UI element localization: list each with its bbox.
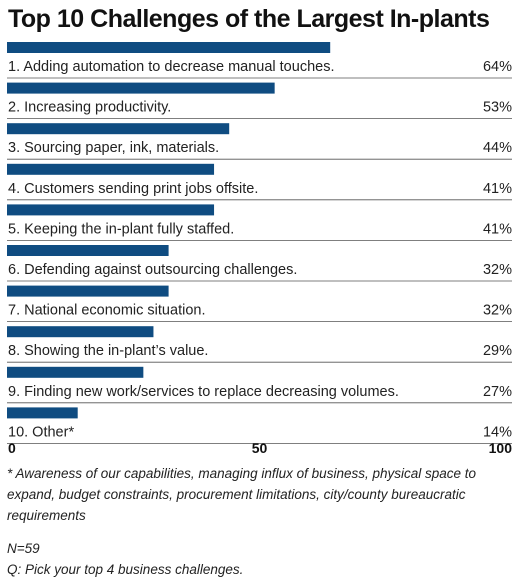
bar (7, 123, 230, 135)
category-label: 4. Customers sending print jobs offsite. (8, 181, 258, 197)
bar (7, 245, 169, 256)
category-label: 7. National economic situation. (8, 303, 205, 319)
bar (7, 366, 144, 378)
survey-question: Q: Pick your top 4 business challenges. (7, 562, 244, 577)
x-tick-label: 100 (489, 440, 513, 456)
category-label: 6. Defending against outsourcing challen… (8, 262, 297, 278)
category-label: 3. Sourcing paper, ink, materials. (8, 140, 219, 156)
category-label: 2. Increasing productivity. (8, 100, 171, 116)
category-label: 1. Adding automation to decrease manual … (8, 59, 334, 75)
value-label: 44% (483, 140, 512, 156)
value-label: 29% (483, 343, 512, 359)
value-label: 64% (483, 59, 512, 75)
chart-title: Top 10 Challenges of the Largest In-plan… (8, 5, 490, 33)
bar (7, 82, 275, 94)
value-label: 32% (483, 262, 512, 278)
bar (7, 326, 154, 338)
category-label: 10. Other* (8, 424, 74, 440)
value-label: 27% (483, 384, 512, 400)
x-tick-label: 0 (8, 440, 16, 456)
footnote: * Awareness of our capabilities, managin… (7, 466, 477, 523)
value-label: 53% (483, 100, 512, 116)
value-label: 32% (483, 303, 512, 319)
value-label: 14% (483, 424, 512, 440)
category-label: 5. Keeping the in-plant fully staffed. (8, 221, 234, 237)
bar (7, 285, 169, 297)
bar (7, 407, 78, 419)
value-label: 41% (483, 181, 512, 197)
x-tick-label: 50 (252, 440, 268, 456)
bar (7, 204, 215, 216)
category-label: 8. Showing the in-plant’s value. (8, 343, 208, 359)
bar (7, 163, 215, 175)
category-label: 9. Finding new work/services to replace … (8, 384, 399, 400)
bar-chart: 1. Adding automation to decrease manual … (7, 42, 513, 456)
bar (7, 42, 331, 53)
value-label: 41% (483, 221, 512, 237)
sample-size: N=59 (7, 541, 40, 556)
